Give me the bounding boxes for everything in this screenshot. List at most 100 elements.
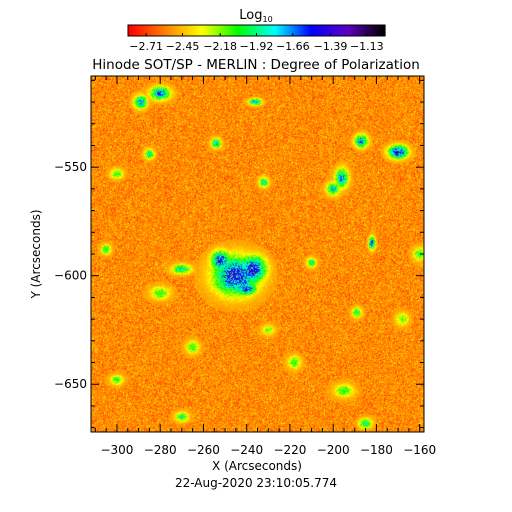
y-axis-label: Y (Arcseconds) [29, 209, 43, 299]
colorbar-cell [344, 25, 348, 36]
timestamp: 22-Aug-2020 23:10:05.774 [175, 476, 337, 490]
colorbar-cell [152, 25, 155, 36]
colorbar-cell [252, 25, 256, 36]
colorbar-cell [308, 25, 312, 36]
colorbar-cell [312, 25, 316, 36]
colorbar-cell [372, 25, 376, 36]
colorbar-cell [162, 25, 165, 36]
colorbar-cell [340, 25, 344, 36]
x-tick-label: −280 [144, 443, 177, 457]
y-tick-label: −650 [54, 377, 87, 391]
colorbar-cell [298, 25, 302, 36]
colorbar-cell [202, 25, 205, 36]
colorbar-cell [352, 25, 356, 36]
colorbar-cell [366, 25, 370, 36]
colorbar-cell [290, 25, 294, 36]
colorbar-cell [260, 25, 264, 36]
colorbar-cell [364, 25, 368, 36]
colorbar-cell [314, 25, 318, 36]
colorbar-cell [256, 25, 260, 36]
colorbar-tick-label: −2.45 [166, 40, 200, 53]
colorbar-cell [316, 25, 320, 36]
colorbar-cell [170, 25, 173, 36]
colorbar-cell [138, 25, 141, 36]
colorbar-cell [274, 25, 278, 36]
colorbar-cell [286, 25, 290, 36]
colorbar-cell [280, 25, 284, 36]
colorbar-cell [132, 25, 135, 36]
y-tick-label: −600 [54, 269, 87, 283]
x-tick-label: −220 [273, 443, 306, 457]
colorbar-cell [282, 25, 286, 36]
colorbar-cell [374, 25, 378, 36]
y-tick-label: −550 [54, 160, 87, 174]
colorbar-cell [218, 25, 221, 36]
colorbar-cell [276, 25, 280, 36]
colorbar-cell [190, 25, 193, 36]
colorbar-cell [228, 25, 231, 36]
colorbar-cell [204, 25, 207, 36]
colorbar-cell [272, 25, 276, 36]
colorbar-cell [174, 25, 177, 36]
colorbar-cell [176, 25, 179, 36]
x-tick-label: −300 [100, 443, 133, 457]
colorbar-cell [360, 25, 364, 36]
colorbar-cell [178, 25, 181, 36]
colorbar-cell [292, 25, 296, 36]
colorbar-cell [262, 25, 266, 36]
colorbar-cell [348, 25, 352, 36]
colorbar-cell [226, 25, 229, 36]
colorbar-cell [168, 25, 171, 36]
colorbar-cell [200, 25, 203, 36]
colorbar-cell [140, 25, 143, 36]
colorbar-cell [222, 25, 225, 36]
colorbar-cell [166, 25, 169, 36]
colorbar-cell [242, 25, 246, 36]
colorbar-tick-label: −1.13 [350, 40, 384, 53]
colorbar-cell [268, 25, 272, 36]
colorbar-cell [270, 25, 274, 36]
colorbar-cell [350, 25, 354, 36]
colorbar-cell [192, 25, 195, 36]
colorbar-cell [258, 25, 262, 36]
colorbar-tick-label: −2.71 [129, 40, 163, 53]
colorbar-cell [368, 25, 372, 36]
colorbar-cell [296, 25, 300, 36]
colorbar-cell [358, 25, 362, 36]
colorbar-cell [136, 25, 139, 36]
colorbar-cell [342, 25, 346, 36]
colorbar-cell [334, 25, 338, 36]
colorbar-tick-label: −1.66 [276, 40, 310, 53]
colorbar-cell [318, 25, 322, 36]
colorbar-cell [302, 25, 306, 36]
colorbar-cell [198, 25, 201, 36]
colorbar-cell [288, 25, 292, 36]
colorbar-cell [130, 25, 133, 36]
colorbar-cell [264, 25, 268, 36]
colorbar-cell [232, 25, 236, 36]
axes: −300 −280 −260 −240 −220 −200 −180 −160 −550 −600… [54, 76, 436, 457]
colorbar-cell [284, 25, 288, 36]
x-tick-label: −180 [360, 443, 393, 457]
colorbar-cell [164, 25, 167, 36]
colorbar-cell [324, 25, 328, 36]
colorbar-cell [336, 25, 340, 36]
colorbar-ticks: −2.71 −2.45 −2.18 −1.92 −1.66 −1.39 −1.13 [129, 33, 384, 53]
colorbar [128, 25, 386, 36]
colorbar-cell [378, 25, 382, 36]
colorbar-cell [188, 25, 191, 36]
colorbar-cell [294, 25, 298, 36]
plot-area [90, 75, 425, 433]
colorbar-cell [362, 25, 366, 36]
colorbar-cell [236, 25, 240, 36]
colorbar-cell [244, 25, 248, 36]
colorbar-cell [144, 25, 147, 36]
x-axis-label: X (Arcseconds) [212, 459, 302, 473]
x-tick-label: −160 [403, 443, 436, 457]
x-tick-label: −260 [187, 443, 220, 457]
x-tick-label: −200 [317, 443, 350, 457]
colorbar-cell [180, 25, 183, 36]
colorbar-cell [146, 25, 149, 36]
heatmap-image [91, 76, 424, 432]
colorbar-cell [322, 25, 326, 36]
